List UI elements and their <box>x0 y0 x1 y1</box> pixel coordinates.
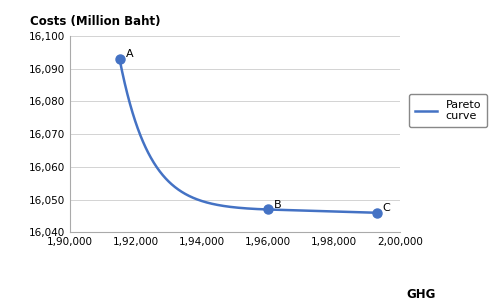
Pareto
curve <box>178 190 184 194</box>
Text: B: B <box>274 200 281 210</box>
Text: C: C <box>383 204 390 213</box>
Line: Pareto
curve: Pareto curve <box>120 59 377 213</box>
Text: A: A <box>126 49 133 59</box>
Pareto
curve <box>326 209 332 213</box>
Text: Costs (Million Baht): Costs (Million Baht) <box>30 15 161 28</box>
Pareto
curve <box>116 57 122 60</box>
Pareto
curve <box>374 211 380 215</box>
Pareto
curve <box>186 194 192 198</box>
Pareto
curve <box>338 210 344 213</box>
Pareto
curve <box>226 205 232 209</box>
Pareto
curve <box>194 198 200 201</box>
Text: GHG
emissions: GHG emissions <box>406 288 472 298</box>
Legend: Pareto
curve: Pareto curve <box>409 94 487 127</box>
